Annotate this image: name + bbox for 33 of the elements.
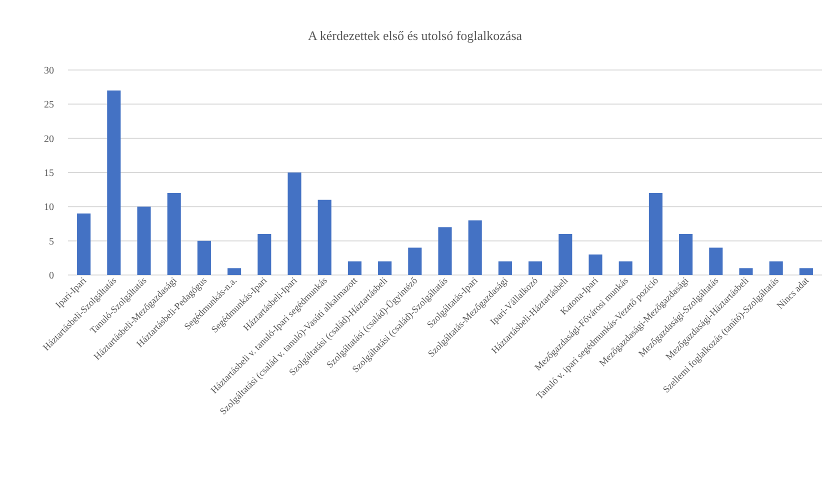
y-tick-label: 5 [49,236,54,248]
bar [528,261,542,275]
bar [558,234,572,275]
bar [468,220,482,275]
bar [408,248,422,275]
bar [769,261,783,275]
bar [197,240,211,275]
bar [107,90,121,275]
bar [348,261,362,275]
bar [228,268,242,275]
bar [618,261,632,275]
y-tick-label: 20 [44,134,54,145]
y-tick-label: 15 [44,168,54,179]
bar [438,227,452,275]
bar [77,214,91,275]
y-tick-label: 30 [44,66,54,76]
bar [137,206,151,275]
bar [288,172,302,275]
bar [318,200,332,275]
bar [679,234,693,275]
bar [799,268,813,275]
bar [739,268,753,275]
bar [167,193,181,275]
bar [648,193,662,275]
y-tick-label: 0 [49,270,54,282]
bar [588,254,602,275]
bar [498,261,512,275]
bar [378,261,392,275]
y-tick-label: 25 [44,100,54,111]
bar [709,248,723,275]
chart-title: A kérdezettek első és utolsó foglalkozása [308,28,522,43]
y-tick-label: 10 [44,202,54,214]
bar [258,234,272,275]
